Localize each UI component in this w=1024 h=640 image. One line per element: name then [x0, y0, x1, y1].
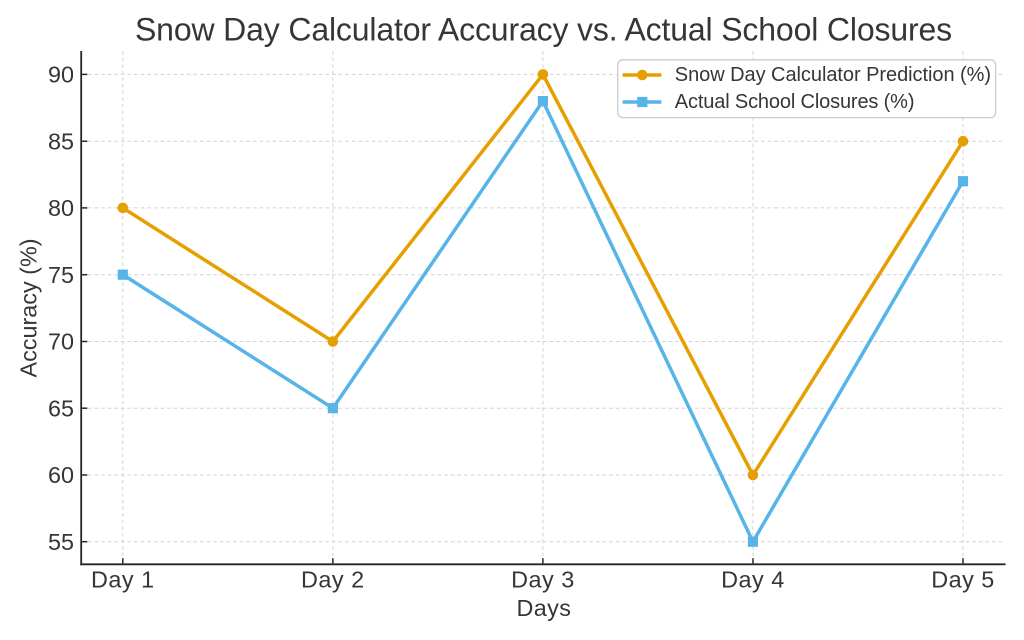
svg-text:60: 60: [48, 462, 74, 488]
svg-text:Day 5: Day 5: [931, 567, 995, 593]
svg-text:90: 90: [48, 62, 74, 88]
svg-text:Snow Day Calculator Prediction: Snow Day Calculator Prediction (%): [675, 64, 991, 86]
svg-text:Snow Day Calculator Accuracy v: Snow Day Calculator Accuracy vs. Actual …: [135, 11, 952, 47]
svg-text:80: 80: [48, 195, 74, 221]
svg-text:Day 3: Day 3: [511, 567, 575, 593]
svg-text:65: 65: [48, 395, 74, 421]
svg-text:75: 75: [48, 262, 74, 288]
svg-text:Actual School Closures (%): Actual School Closures (%): [675, 91, 915, 113]
svg-text:Accuracy (%): Accuracy (%): [16, 238, 42, 377]
svg-text:Day 1: Day 1: [91, 567, 155, 593]
svg-text:Day 2: Day 2: [301, 567, 365, 593]
svg-text:Day 4: Day 4: [721, 567, 785, 593]
svg-text:Days: Days: [516, 595, 571, 621]
svg-text:55: 55: [48, 529, 74, 555]
svg-text:70: 70: [48, 329, 74, 355]
svg-text:85: 85: [48, 128, 74, 154]
